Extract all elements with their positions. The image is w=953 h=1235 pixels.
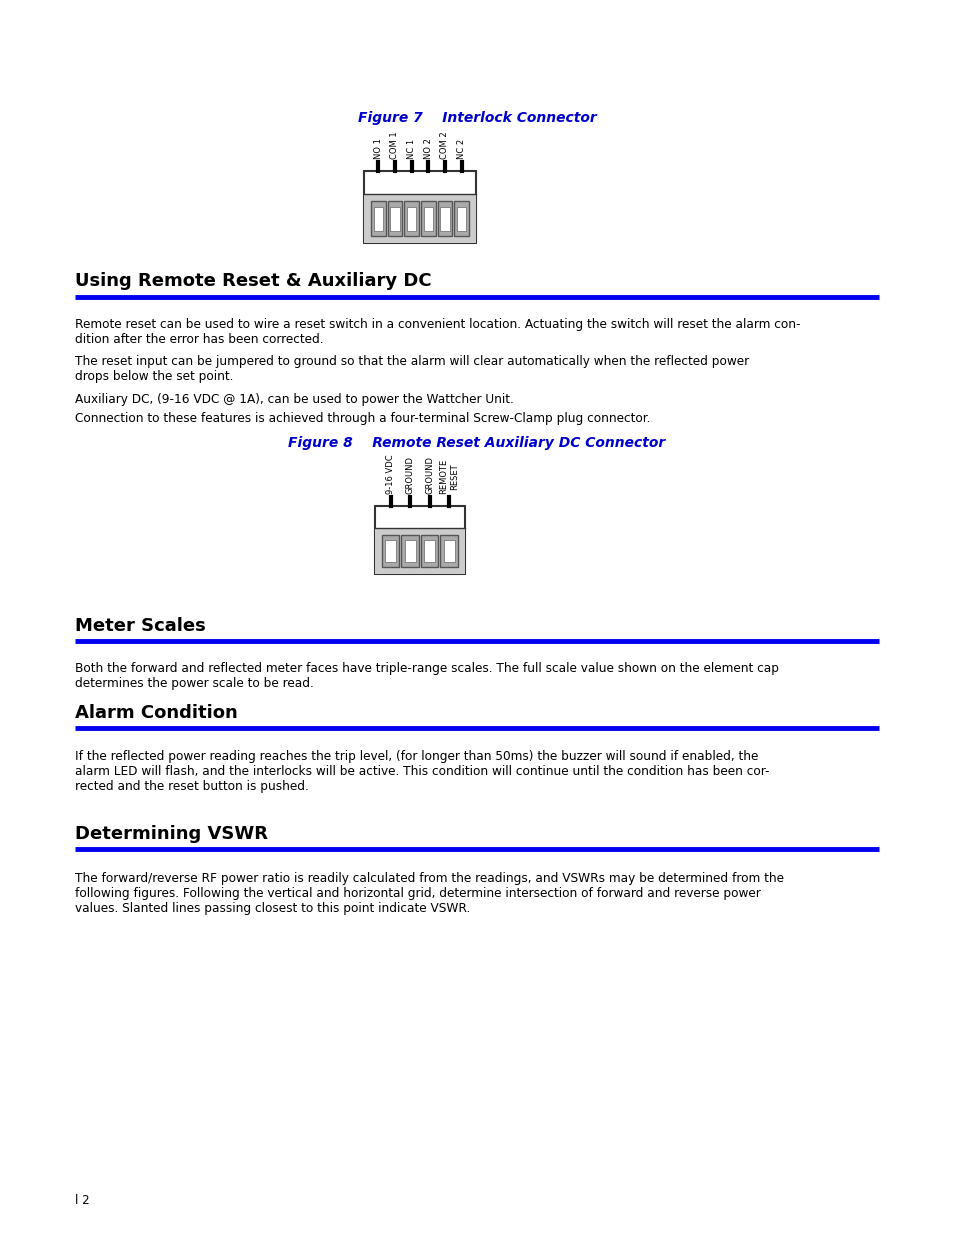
Text: NO 2: NO 2 xyxy=(423,138,433,159)
Bar xyxy=(424,540,435,562)
Bar xyxy=(443,540,455,562)
Text: The forward/reverse RF power ratio is readily calculated from the readings, and : The forward/reverse RF power ratio is re… xyxy=(75,872,783,885)
Text: GROUND: GROUND xyxy=(405,456,415,494)
Bar xyxy=(364,170,476,243)
Text: values. Slanted lines passing closest to this point indicate VSWR.: values. Slanted lines passing closest to… xyxy=(75,902,470,915)
Text: Alarm Condition: Alarm Condition xyxy=(75,704,237,722)
Text: determines the power scale to be read.: determines the power scale to be read. xyxy=(75,677,314,690)
Text: l 2: l 2 xyxy=(75,1194,90,1207)
Bar xyxy=(440,206,449,231)
Bar xyxy=(374,206,382,231)
Bar xyxy=(454,201,469,236)
Bar xyxy=(375,527,464,574)
Bar xyxy=(420,535,438,567)
Bar xyxy=(371,201,385,236)
Bar xyxy=(407,206,416,231)
Bar xyxy=(440,535,457,567)
Bar xyxy=(364,194,476,243)
Text: rected and the reset button is pushed.: rected and the reset button is pushed. xyxy=(75,781,309,793)
Text: Meter Scales: Meter Scales xyxy=(75,618,206,635)
Bar xyxy=(456,206,466,231)
Text: 9-16 VDC: 9-16 VDC xyxy=(386,454,395,494)
Text: Both the forward and reflected meter faces have triple-range scales. The full sc: Both the forward and reflected meter fac… xyxy=(75,662,779,676)
Text: Auxiliary DC, (9-16 VDC @ 1A), can be used to power the Wattcher Unit.: Auxiliary DC, (9-16 VDC @ 1A), can be us… xyxy=(75,393,514,406)
Text: Figure 8    Remote Reset Auxiliary DC Connector: Figure 8 Remote Reset Auxiliary DC Conne… xyxy=(288,436,665,450)
Text: NC 1: NC 1 xyxy=(407,138,416,159)
Bar xyxy=(390,206,399,231)
Text: Using Remote Reset & Auxiliary DC: Using Remote Reset & Auxiliary DC xyxy=(75,272,431,290)
Text: The reset input can be jumpered to ground so that the alarm will clear automatic: The reset input can be jumpered to groun… xyxy=(75,354,748,368)
Text: NO 1: NO 1 xyxy=(374,138,382,159)
Text: drops below the set point.: drops below the set point. xyxy=(75,370,233,383)
Text: COM 2: COM 2 xyxy=(440,131,449,159)
Text: Determining VSWR: Determining VSWR xyxy=(75,825,268,844)
Bar xyxy=(404,201,418,236)
Text: COM 1: COM 1 xyxy=(390,131,399,159)
Text: REMOTE
RESET: REMOTE RESET xyxy=(439,458,458,494)
Text: Figure 7    Interlock Connector: Figure 7 Interlock Connector xyxy=(357,111,596,125)
Text: NC 2: NC 2 xyxy=(456,138,466,159)
Bar xyxy=(381,535,399,567)
Text: GROUND: GROUND xyxy=(425,456,434,494)
Bar xyxy=(375,506,464,574)
Bar xyxy=(437,201,452,236)
Bar xyxy=(385,540,395,562)
Text: alarm LED will flash, and the interlocks will be active. This condition will con: alarm LED will flash, and the interlocks… xyxy=(75,764,769,778)
Bar xyxy=(423,206,433,231)
Text: following figures. Following the vertical and horizontal grid, determine interse: following figures. Following the vertica… xyxy=(75,887,760,900)
Bar xyxy=(420,201,436,236)
Bar xyxy=(401,535,418,567)
Text: Connection to these features is achieved through a four-terminal Screw-Clamp plu: Connection to these features is achieved… xyxy=(75,412,650,425)
Text: dition after the error has been corrected.: dition after the error has been correcte… xyxy=(75,333,323,346)
Bar xyxy=(404,540,416,562)
Text: Remote reset can be used to wire a reset switch in a convenient location. Actuat: Remote reset can be used to wire a reset… xyxy=(75,317,800,331)
Bar xyxy=(387,201,402,236)
Text: If the reflected power reading reaches the trip level, (for longer than 50ms) th: If the reflected power reading reaches t… xyxy=(75,750,758,763)
